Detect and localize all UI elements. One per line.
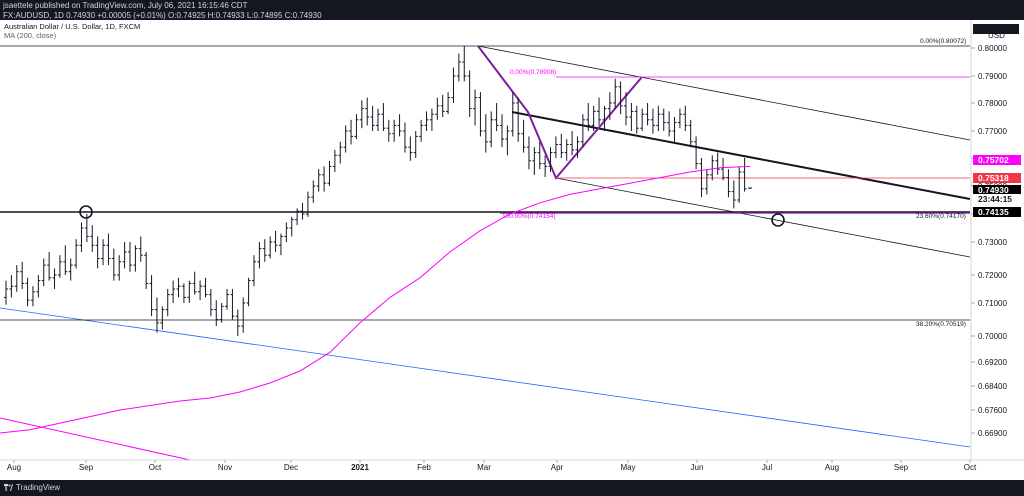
timeframe-label[interactable]: 1D [53, 11, 64, 20]
y-tick-label: 0.79000 [978, 72, 1007, 81]
price-tag-label: 0.75318 [978, 173, 1009, 183]
x-tick-label: Apr [551, 463, 564, 472]
y-tick-label: 0.67600 [978, 406, 1007, 415]
fib-label: 0.00%(0.80072) [920, 38, 966, 45]
x-tick-label: Sep [894, 463, 909, 472]
fib-label: 100.00%(0.74154) [502, 213, 556, 220]
y-tick-label: 0.71000 [978, 299, 1007, 308]
y-tick-label: 0.80000 [978, 44, 1007, 53]
channel-lower-line[interactable] [555, 177, 971, 258]
price-tag-level [973, 207, 1021, 217]
x-tick-label: Aug [825, 463, 839, 472]
low-label: L: [246, 11, 254, 20]
fib-label: 38.20%(0.70519) [916, 321, 966, 328]
channel-upper-line[interactable] [477, 45, 971, 141]
footer-bar: TradingView [0, 480, 1024, 496]
price-tag-label: 0.75702 [978, 155, 1009, 165]
axis-top-indicator [973, 24, 1019, 34]
price-tag-label: 0.74135 [978, 207, 1009, 217]
blue-trend-line[interactable] [0, 307, 971, 448]
ohlc-line: FX:AUDUSD, 1D 0.74930 +0.00005 (+0.01%) … [3, 11, 322, 20]
x-tick-label: Aug [7, 463, 21, 472]
pattern-line[interactable] [477, 45, 643, 180]
price-tag-timer [973, 194, 1021, 204]
price-tag-label: 23:44:15 [978, 194, 1012, 204]
y-tick-label: 0.77000 [978, 127, 1007, 136]
time-axis[interactable]: Aug Sep Oct Nov Dec 2021 Feb Mar Apr May Jun Jul Aug… [0, 459, 1024, 472]
y-tick-label: 0.73000 [978, 238, 1007, 247]
fib-label: 0.00%(0.78908) [510, 69, 556, 76]
fib-label: 23.60%(0.74170) [916, 213, 966, 220]
y-tick-label: 0.72000 [978, 271, 1007, 280]
marker-circle-target[interactable] [771, 213, 785, 227]
price-tag-last [973, 185, 1021, 195]
close-value: 0.74930 [292, 11, 322, 20]
drawing-layer [0, 45, 971, 461]
price-tag-label: 0.74930 [978, 185, 1009, 195]
last-price: 0.74930 [66, 11, 96, 20]
ma-legend[interactable]: MA (200, close) [4, 31, 57, 40]
high-value: 0.74933 [215, 11, 245, 20]
open-value: 0.74925 [176, 11, 206, 20]
y-tick-label: 0.66900 [978, 429, 1007, 438]
x-tick-label: Oct [964, 463, 977, 472]
header-bar: jsaettele published on TradingView.com, … [0, 0, 1024, 20]
x-tick-label: Jun [691, 463, 704, 472]
x-tick-label: Nov [218, 463, 232, 472]
price-axis-bg [972, 20, 1024, 460]
x-tick-label: Jul [762, 463, 772, 472]
open-label: O: [168, 11, 177, 20]
symbol-legend-title: Australian Dollar / U.S. Dollar, 1D, FXC… [4, 22, 141, 31]
x-tick-label: Mar [477, 463, 491, 472]
tradingview-brand[interactable]: TradingView [16, 483, 61, 492]
median-trend-line[interactable] [511, 111, 971, 200]
candles-layer [4, 46, 752, 336]
change-value: +0.00005 (+0.01%) [97, 11, 166, 20]
price-axis[interactable]: 0.800000.790000.780000.770000.760000.750… [970, 20, 1024, 460]
x-tick-label: Dec [284, 463, 298, 472]
price-tag-red [973, 173, 1021, 183]
ma-200-line[interactable] [0, 165, 751, 434]
symbol-label[interactable]: FX:AUDUSD [3, 11, 50, 20]
price-tag-ma [973, 155, 1021, 165]
x-tick-label: May [620, 463, 635, 472]
y-tick-label: 0.68400 [978, 382, 1007, 391]
pink-trend-line[interactable] [0, 417, 191, 461]
marker-circle-sep[interactable] [79, 205, 93, 219]
high-label: H: [207, 11, 216, 20]
y-tick-label: 0.70000 [978, 332, 1007, 341]
low-value: 0.74895 [253, 11, 283, 20]
currency-label: USD [988, 31, 1005, 40]
y-tick-label: 0.69200 [978, 358, 1007, 367]
y-tick-label: 0.78000 [978, 99, 1007, 108]
tradingview-logo-icon[interactable] [4, 484, 13, 491]
close-label: C: [284, 11, 293, 20]
chart-area[interactable]: 0.00%(0.80072) 0.00%(0.78908) 100.00%(0.74… [0, 0, 1024, 480]
x-tick-label: Sep [79, 463, 94, 472]
publish-line: jsaettele published on TradingView.com, … [3, 1, 248, 10]
price-chart[interactable]: 0.00%(0.80072) 0.00%(0.78908) 100.00%(0.74… [0, 0, 1024, 480]
x-tick-label: 2021 [351, 463, 369, 472]
x-tick-label: Feb [417, 463, 431, 472]
x-tick-label: Oct [149, 463, 162, 472]
